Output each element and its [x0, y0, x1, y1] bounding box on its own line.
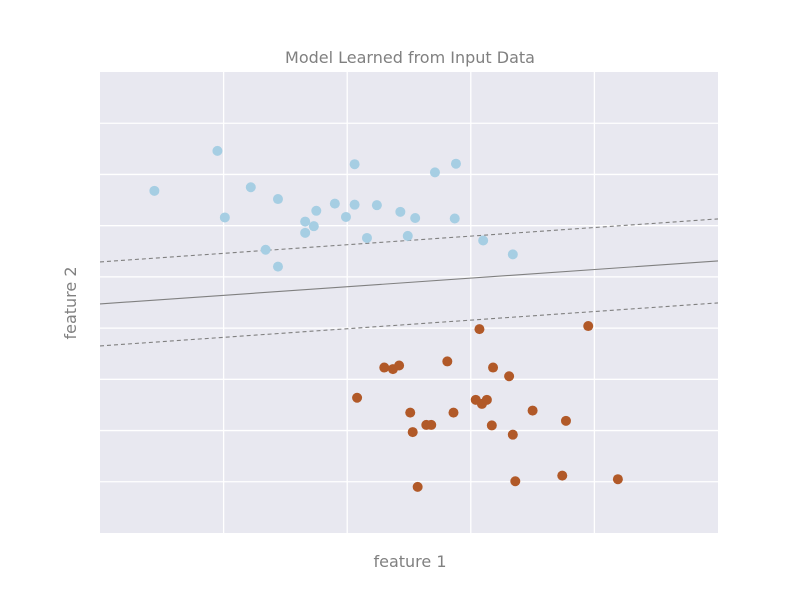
data-points: [149, 145, 623, 492]
data-point: [149, 185, 160, 196]
y-axis-label: feature 2: [61, 266, 80, 339]
data-point: [504, 371, 515, 382]
margin-line: [99, 302, 719, 347]
data-point: [349, 159, 360, 170]
data-point: [583, 321, 594, 332]
data-point: [527, 405, 538, 416]
x-axis-label: feature 1: [373, 552, 446, 571]
data-point: [272, 194, 283, 205]
data-point: [394, 360, 405, 371]
data-point: [300, 216, 311, 227]
data-point: [450, 158, 461, 169]
data-point: [212, 145, 223, 156]
data-point: [507, 429, 518, 440]
data-point: [449, 213, 460, 224]
data-point: [412, 481, 423, 492]
data-point: [612, 474, 623, 485]
chart-title: Model Learned from Input Data: [285, 48, 535, 67]
data-point: [407, 427, 418, 438]
data-point: [272, 261, 283, 272]
data-point: [410, 212, 421, 223]
plot-area: [100, 72, 718, 533]
data-point: [300, 227, 311, 238]
data-point: [405, 407, 416, 418]
data-point: [481, 394, 492, 405]
data-point: [478, 235, 489, 246]
data-point: [426, 419, 437, 430]
data-point: [560, 415, 571, 426]
decision-boundary-line: [99, 260, 719, 305]
data-point: [371, 200, 382, 211]
data-point: [557, 470, 568, 481]
data-point: [260, 244, 271, 255]
data-point: [219, 212, 230, 223]
data-point: [507, 249, 518, 260]
data-point: [488, 362, 499, 373]
data-point: [510, 476, 521, 487]
data-point: [340, 211, 351, 222]
data-point: [442, 356, 453, 367]
data-point: [245, 182, 256, 193]
data-point: [395, 206, 406, 217]
data-point: [379, 362, 390, 373]
data-point: [429, 167, 440, 178]
data-point: [329, 198, 340, 209]
data-point: [308, 221, 319, 232]
data-point: [349, 199, 360, 210]
data-point: [311, 205, 322, 216]
data-point: [352, 392, 363, 403]
data-point: [474, 324, 485, 335]
data-point: [448, 407, 459, 418]
data-point: [402, 230, 413, 241]
data-point: [361, 232, 372, 243]
data-point: [486, 420, 497, 431]
